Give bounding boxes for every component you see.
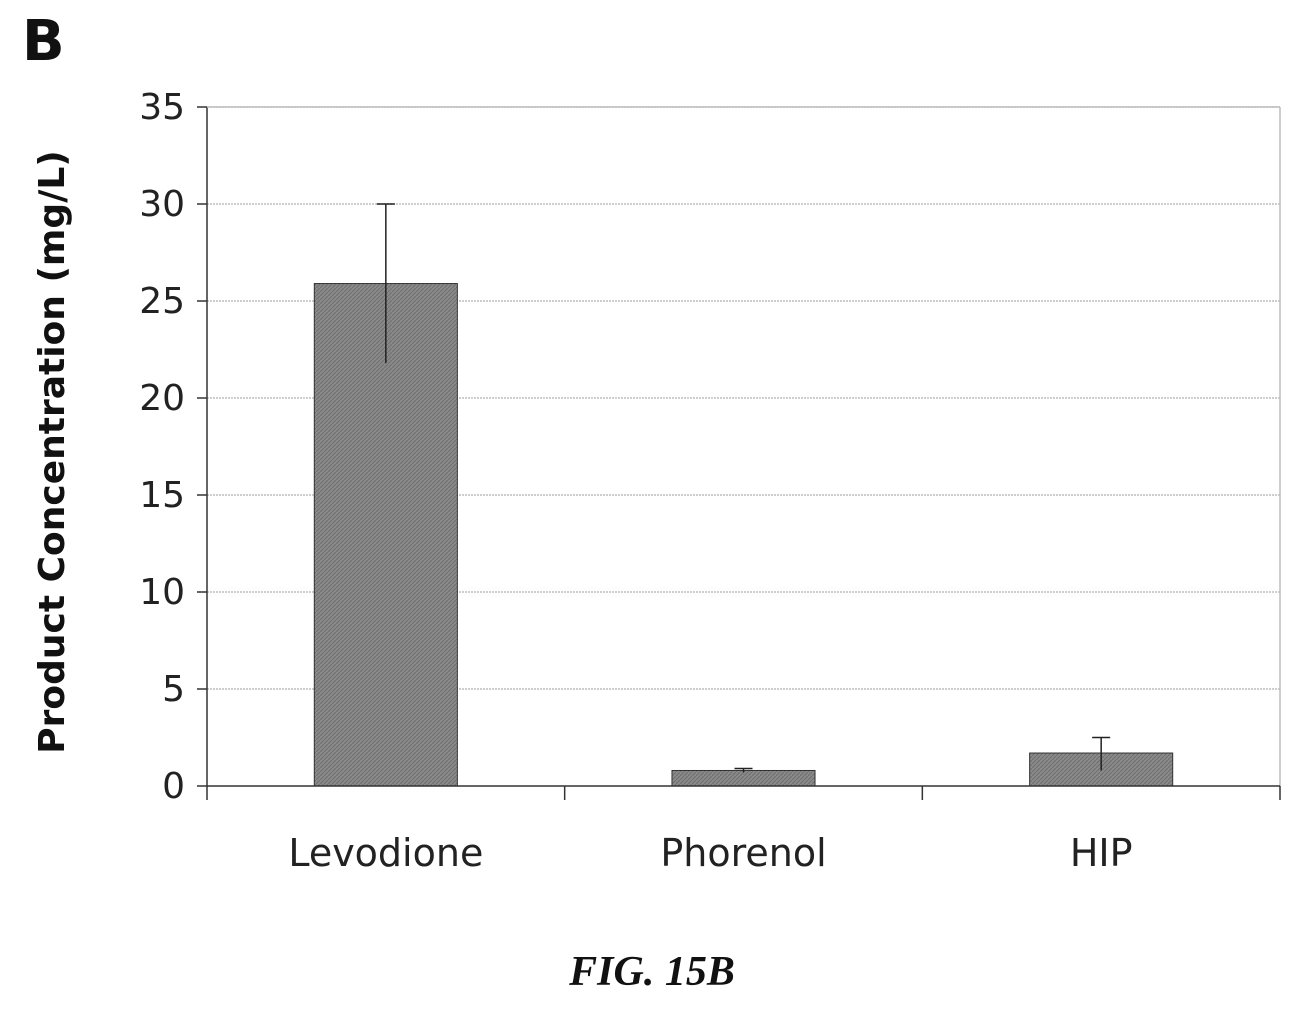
bar-phorenol — [671, 769, 816, 787]
panel-label: B — [22, 9, 65, 74]
bar-chart: 0 5 10 15 20 25 30 35 Levodione Phorenol HIP Prod… — [32, 87, 1281, 875]
x-category-labels: Levodione Phorenol HIP — [288, 831, 1132, 875]
x-label-levodione: Levodione — [288, 831, 483, 875]
y-tick-label: 20 — [139, 378, 185, 419]
y-tick-label: 5 — [162, 669, 185, 710]
y-tick-label: 25 — [139, 281, 185, 322]
y-axis-title: Product Concentration (mg/L) — [32, 150, 73, 754]
axes — [206, 106, 1281, 800]
bar-levodione — [313, 283, 458, 787]
figure-caption: FIG. 15B — [569, 949, 735, 995]
y-tick-labels: 0 5 10 15 20 25 30 35 — [139, 87, 185, 807]
y-tick-label: 35 — [139, 87, 185, 128]
x-label-hip: HIP — [1070, 831, 1133, 875]
x-label-phorenol: Phorenol — [660, 831, 826, 875]
bars — [313, 283, 1174, 787]
y-tick-label: 30 — [139, 184, 185, 225]
y-tick-label: 15 — [139, 475, 185, 516]
error-bars — [376, 203, 1111, 773]
y-tick-label: 0 — [162, 766, 185, 807]
y-tick-label: 10 — [139, 572, 185, 613]
